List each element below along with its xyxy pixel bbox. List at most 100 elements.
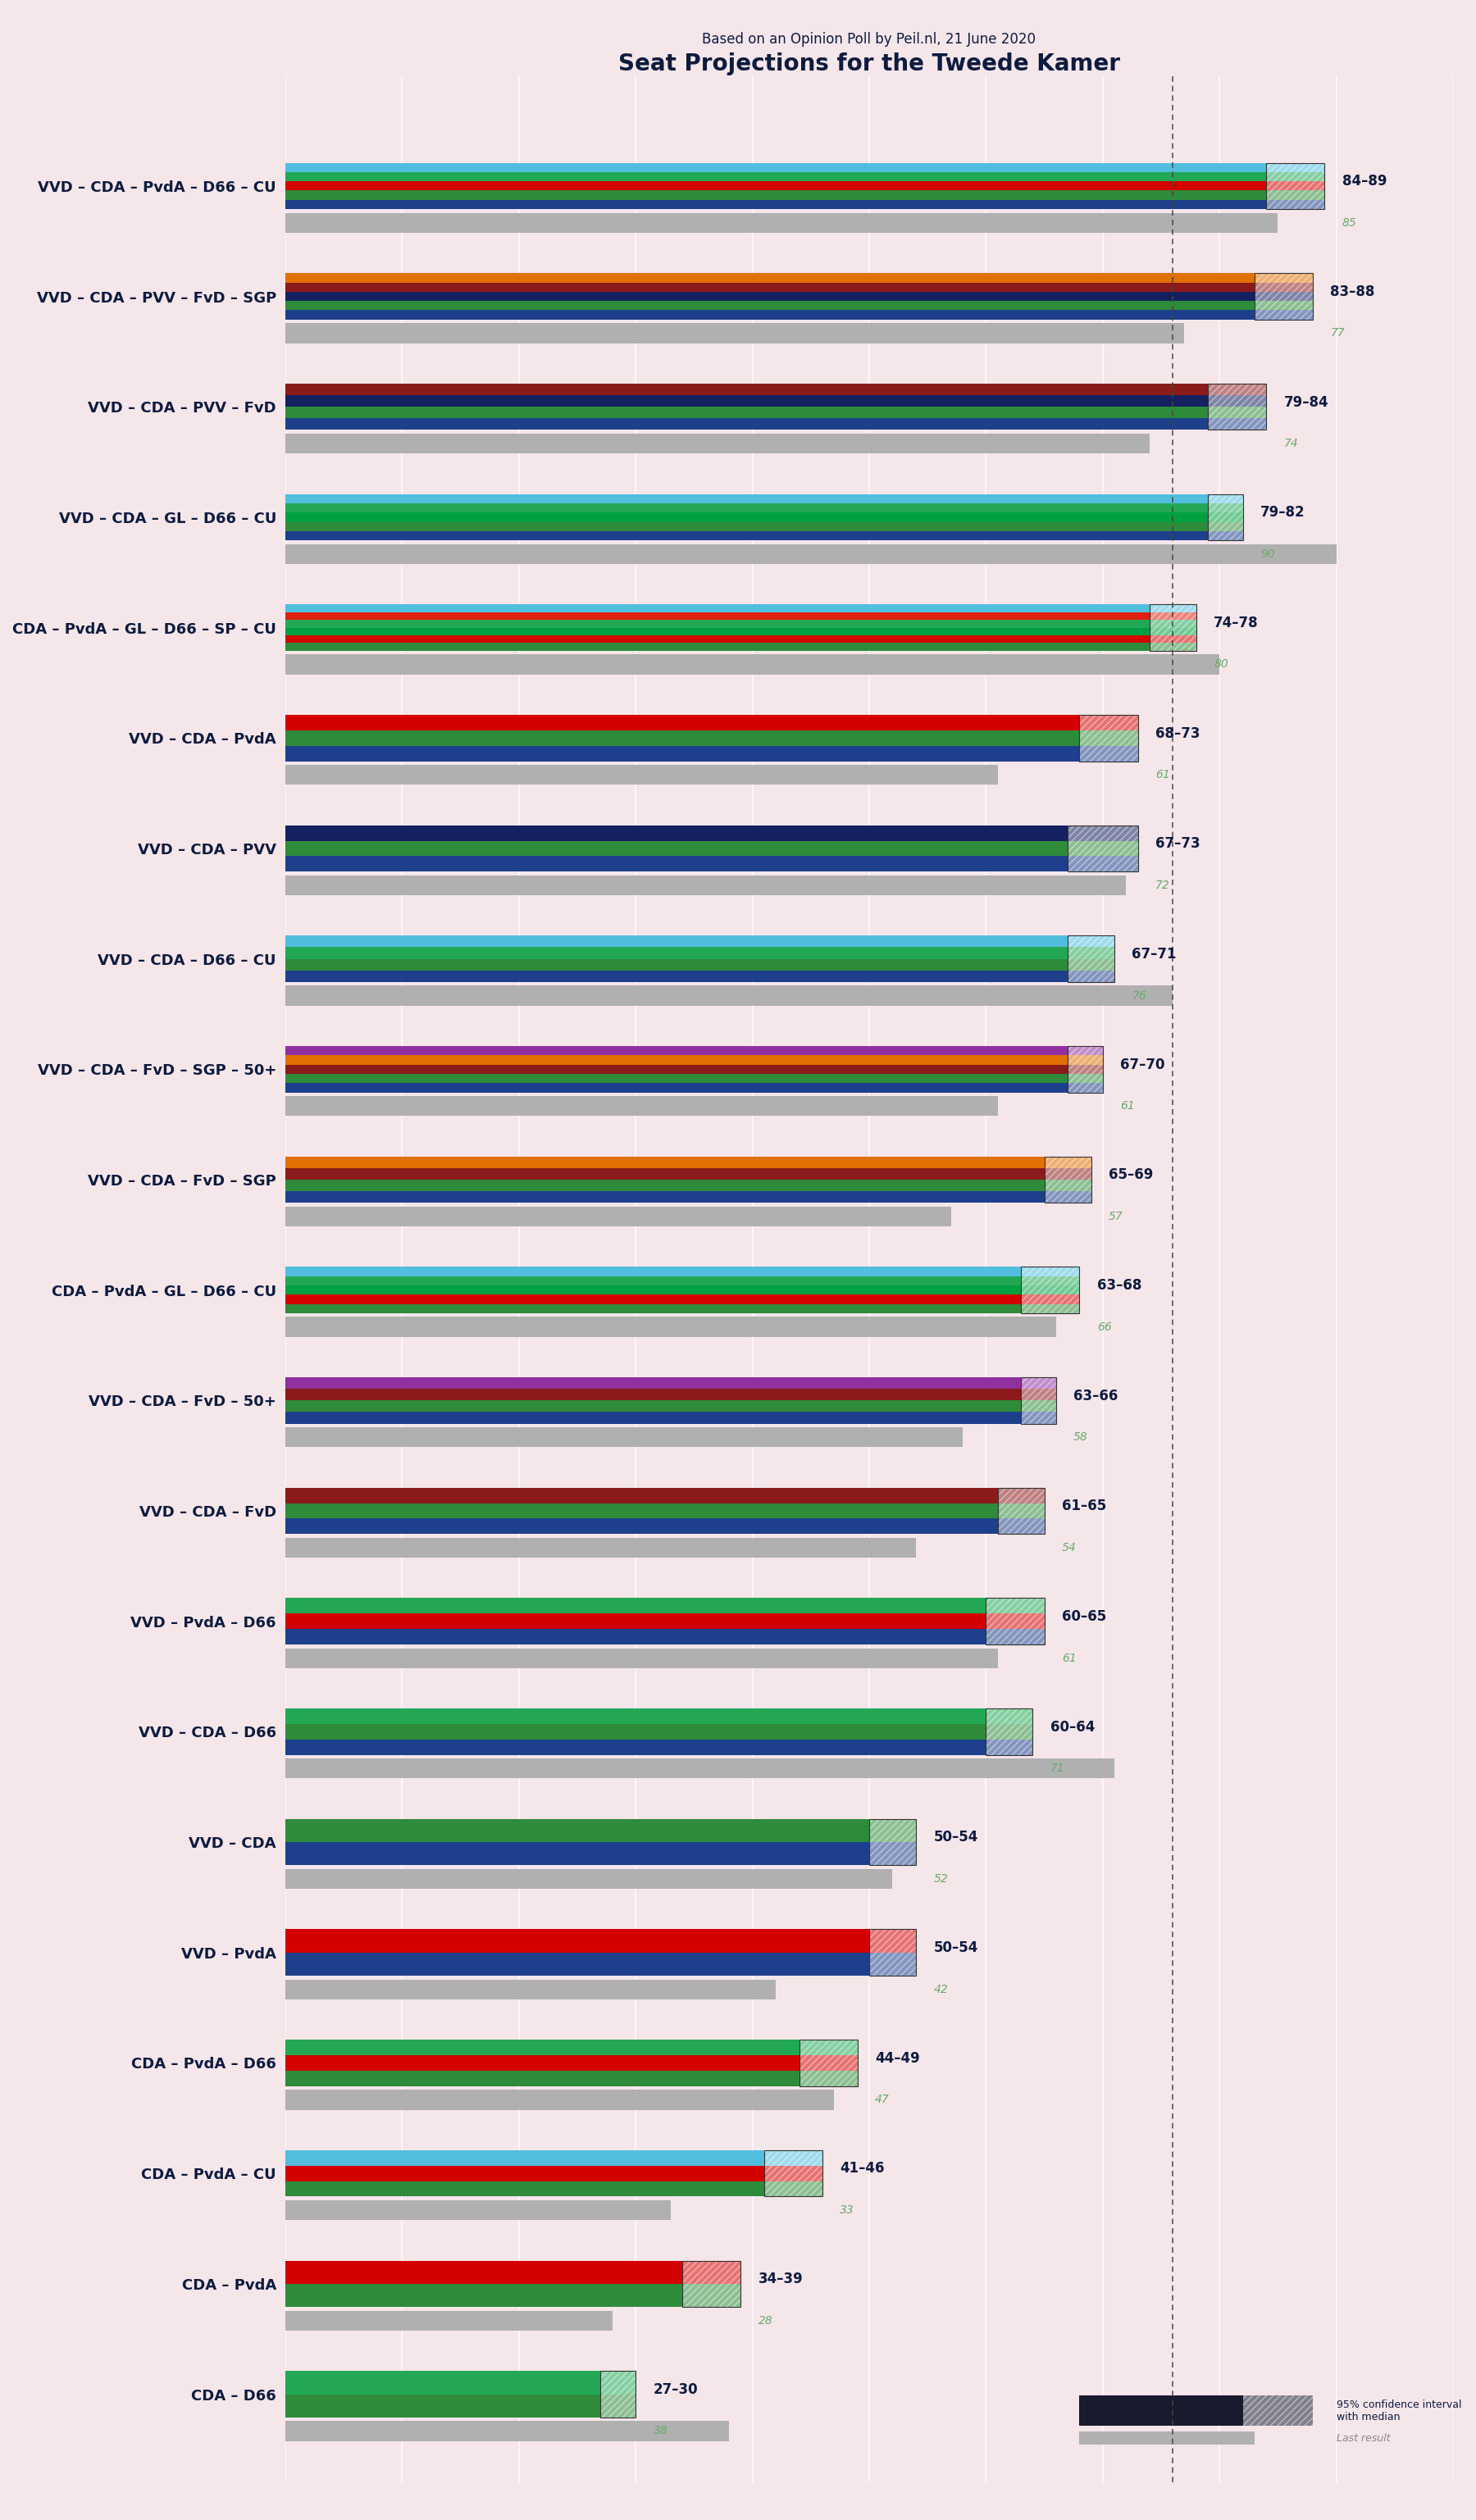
Bar xyxy=(1079,716,1138,761)
Bar xyxy=(285,1487,1045,1502)
Title: Seat Projections for the Tweede Kamer: Seat Projections for the Tweede Kamer xyxy=(618,53,1120,76)
Text: 38: 38 xyxy=(654,2424,667,2437)
Text: 67–71: 67–71 xyxy=(1132,948,1176,963)
Bar xyxy=(869,1819,917,1865)
Bar xyxy=(285,857,1138,872)
Text: 50–54: 50–54 xyxy=(933,1830,979,1845)
Bar xyxy=(285,2260,741,2283)
Bar xyxy=(285,2165,822,2182)
Text: 76: 76 xyxy=(1132,990,1147,1000)
Bar xyxy=(285,212,1278,232)
Bar xyxy=(1207,494,1243,539)
Text: 52: 52 xyxy=(933,1872,948,1885)
Text: 41–46: 41–46 xyxy=(840,2162,884,2177)
Bar xyxy=(285,2200,670,2220)
Bar xyxy=(1079,716,1138,761)
Bar xyxy=(285,766,998,784)
Text: 58: 58 xyxy=(1073,1431,1088,1444)
Bar xyxy=(285,1598,1045,1613)
Bar xyxy=(285,310,1314,320)
Bar xyxy=(285,824,1138,842)
Text: 85: 85 xyxy=(1342,217,1356,229)
Bar xyxy=(1067,824,1138,872)
Bar xyxy=(1150,605,1196,650)
Bar xyxy=(285,1648,998,1668)
Bar xyxy=(1021,1378,1055,1424)
Text: 28: 28 xyxy=(759,2316,773,2326)
Bar xyxy=(285,1502,1045,1520)
Bar xyxy=(1067,1046,1103,1094)
Bar xyxy=(285,874,1126,895)
Bar xyxy=(285,1295,1079,1303)
Bar xyxy=(285,282,1314,292)
Bar xyxy=(285,1157,1091,1169)
Bar xyxy=(1067,935,1114,983)
Bar xyxy=(285,842,1138,857)
Bar xyxy=(285,164,1324,171)
Bar xyxy=(285,1739,1033,1754)
Bar xyxy=(285,1378,1055,1389)
Bar xyxy=(285,1401,1055,1411)
Bar xyxy=(285,1303,1079,1313)
Text: 79–82: 79–82 xyxy=(1261,504,1305,519)
Bar xyxy=(285,716,1138,731)
Text: 61: 61 xyxy=(1156,769,1170,781)
Bar xyxy=(285,544,1336,564)
Bar xyxy=(285,323,1184,343)
Bar xyxy=(285,643,1196,650)
Bar xyxy=(285,948,1114,958)
Text: 80: 80 xyxy=(1213,658,1228,670)
Bar xyxy=(1255,272,1314,320)
Bar xyxy=(285,272,1314,282)
Bar xyxy=(285,2371,636,2394)
Text: 50–54: 50–54 xyxy=(933,1940,979,1956)
Text: 95% confidence interval
with median: 95% confidence interval with median xyxy=(1336,2399,1461,2422)
Bar xyxy=(285,1819,917,1842)
Bar xyxy=(285,2071,858,2087)
Bar xyxy=(285,1759,1114,1779)
Bar xyxy=(285,1207,951,1227)
Bar xyxy=(285,406,1266,418)
Text: 63–66: 63–66 xyxy=(1073,1389,1119,1404)
Bar xyxy=(285,1953,917,1976)
Bar xyxy=(285,1179,1091,1192)
Bar xyxy=(1079,2432,1255,2444)
Bar xyxy=(285,171,1324,181)
Bar xyxy=(986,1709,1033,1754)
Bar xyxy=(285,522,1243,532)
Bar xyxy=(285,1268,1079,1275)
Text: 34–39: 34–39 xyxy=(759,2271,803,2286)
Bar xyxy=(1207,494,1243,539)
Bar xyxy=(285,1046,1103,1056)
Text: Based on an Opinion Poll by Peil.nl, 21 June 2020: Based on an Opinion Poll by Peil.nl, 21 … xyxy=(703,33,1036,48)
Bar xyxy=(285,2039,858,2056)
Bar xyxy=(799,2039,858,2087)
Text: 60–65: 60–65 xyxy=(1061,1610,1107,1623)
Bar xyxy=(285,635,1196,643)
Bar xyxy=(285,1709,1033,1724)
Bar xyxy=(285,1870,893,1890)
Bar xyxy=(285,620,1196,627)
Text: 63–68: 63–68 xyxy=(1097,1278,1141,1293)
Bar xyxy=(765,2150,822,2197)
Bar xyxy=(285,1074,1103,1084)
Text: 44–49: 44–49 xyxy=(875,2051,920,2066)
Bar xyxy=(1067,824,1138,872)
Bar xyxy=(285,1724,1033,1739)
Bar xyxy=(285,970,1114,983)
Bar xyxy=(285,2394,636,2417)
Bar xyxy=(285,1389,1055,1401)
Bar xyxy=(285,292,1314,300)
Bar xyxy=(1243,2397,1314,2427)
Bar xyxy=(285,746,1138,761)
Bar xyxy=(1045,1157,1091,1202)
Bar xyxy=(285,2422,729,2442)
Text: 77: 77 xyxy=(1330,328,1345,338)
Text: 27–30: 27–30 xyxy=(654,2381,698,2397)
Text: 74: 74 xyxy=(1284,438,1299,449)
Bar xyxy=(285,1275,1079,1285)
Text: 83–88: 83–88 xyxy=(1330,285,1376,300)
Text: 79–84: 79–84 xyxy=(1284,396,1328,411)
Bar xyxy=(285,731,1138,746)
Bar xyxy=(1045,1157,1091,1202)
